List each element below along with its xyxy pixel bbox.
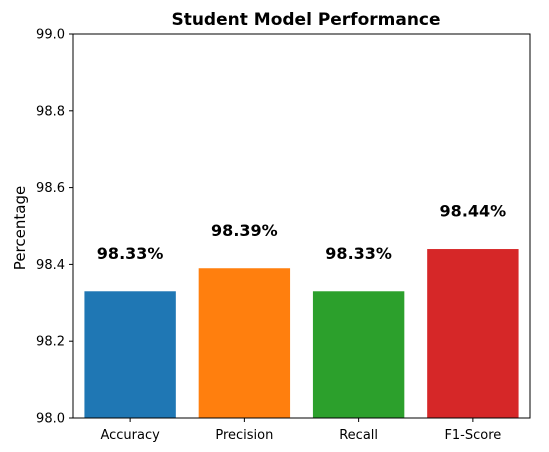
bar-f1-score [427, 249, 518, 418]
bar-recall [313, 291, 404, 418]
x-tick-label: F1-Score [444, 428, 501, 443]
x-tick-label: Accuracy [100, 428, 160, 443]
bar-precision [199, 268, 290, 418]
x-tick-label: Precision [215, 428, 273, 443]
data-label: 98.33% [325, 244, 392, 263]
y-tick-label: 98.0 [36, 412, 65, 427]
y-axis-label: Percentage [11, 186, 29, 270]
plot-area: 98.0 98.2 98.4 98.6 98.8 99.0 Accuracy Precisio… [36, 28, 530, 444]
y-tick-label: 98.2 [36, 335, 65, 350]
y-tick-label: 98.8 [36, 104, 65, 119]
y-tick-label: 98.4 [36, 258, 65, 273]
x-tick-label: Recall [339, 428, 378, 443]
y-tick-label: 98.6 [36, 181, 65, 196]
bar-accuracy [84, 291, 175, 418]
chart-title: Student Model Performance [171, 10, 440, 30]
data-label: 98.44% [440, 202, 507, 221]
y-tick-label: 99.0 [36, 28, 65, 43]
data-label: 98.33% [97, 244, 164, 263]
data-label: 98.39% [211, 221, 278, 240]
